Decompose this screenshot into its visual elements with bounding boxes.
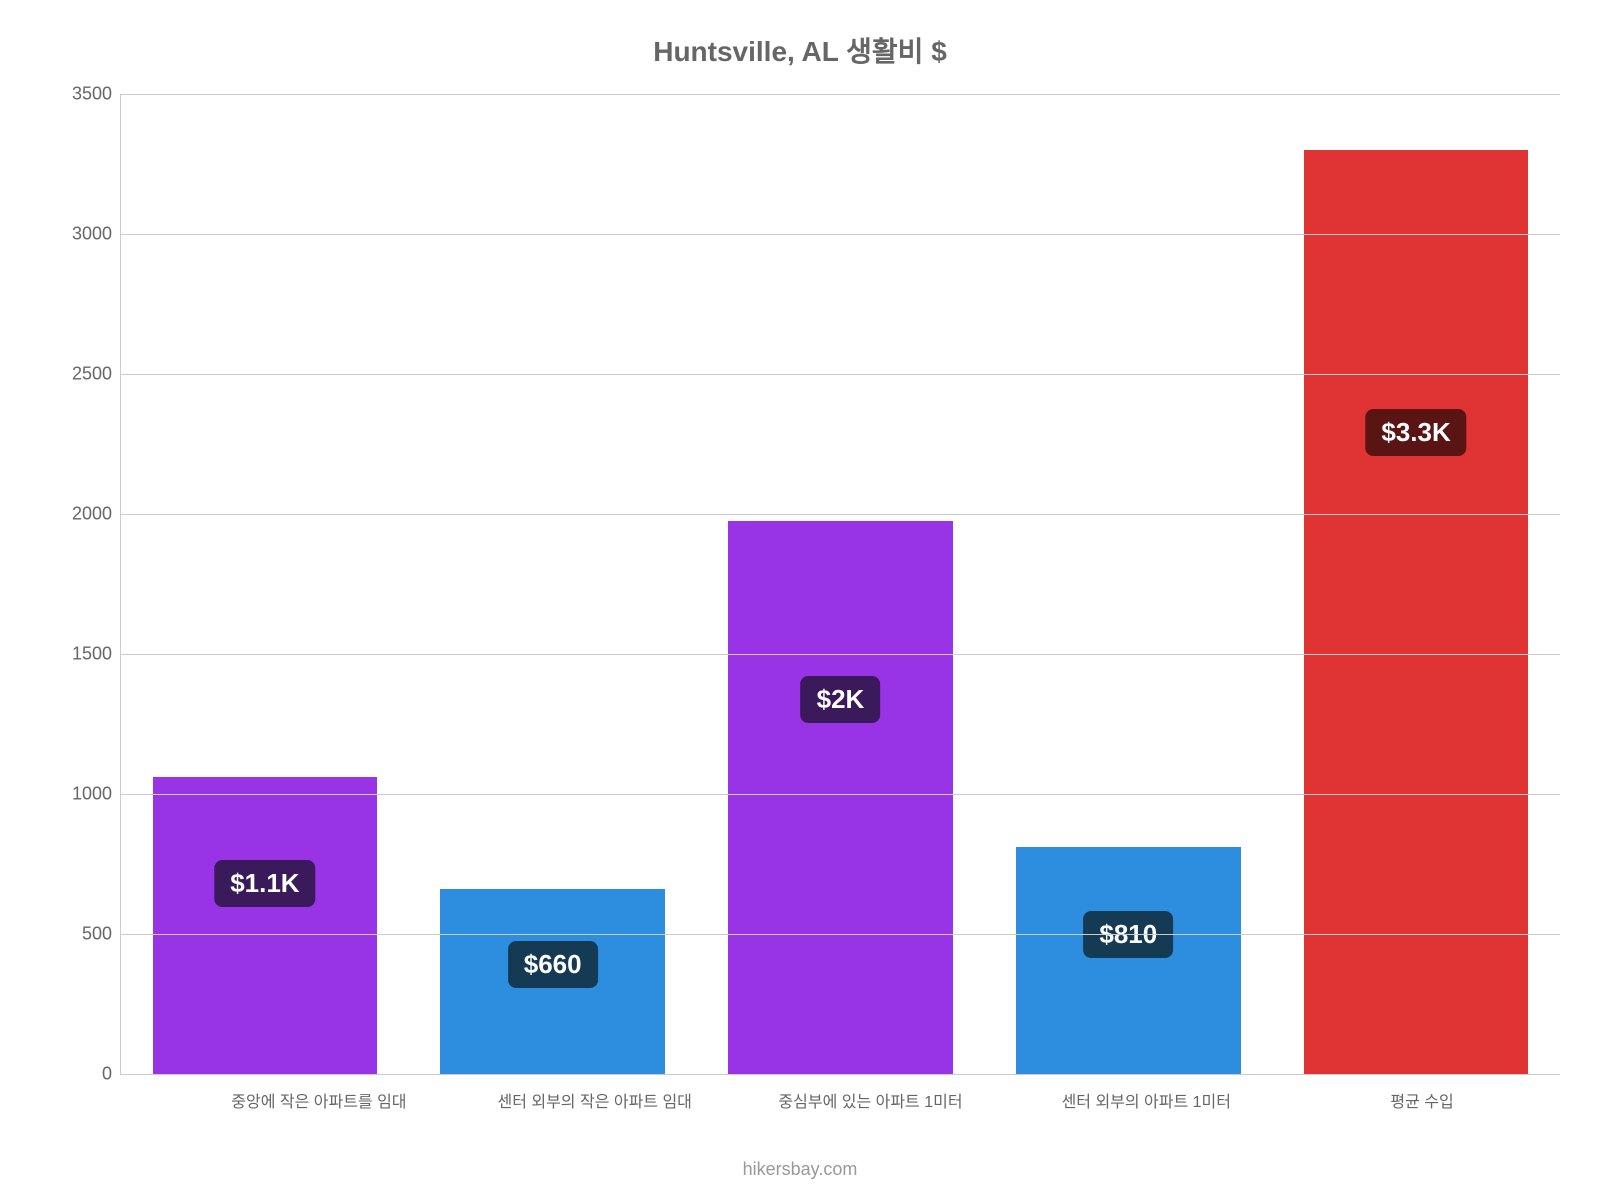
x-tick-label: 센터 외부의 작은 아파트 임대 [457,1088,733,1112]
chart-title: Huntsville, AL 생활비 $ [40,30,1560,70]
bar-column: $1.1K [121,94,409,1074]
x-tick-label: 중심부에 있는 아파트 1미터 [733,1088,1009,1112]
y-tick-label: 0 [102,1064,112,1085]
chart-container: Huntsville, AL 생활비 $ 0 500 1000 1500 2000 250… [0,0,1600,1200]
gridline [120,514,1560,515]
chart-footer: hikersbay.com [0,1159,1600,1180]
gridline [120,94,1560,95]
y-tick-label: 3500 [72,84,112,105]
bar-column: $660 [409,94,697,1074]
bar-value-label: $2K [801,676,881,723]
x-tick-label: 평균 수입 [1284,1088,1560,1112]
bar-column: $2K [697,94,985,1074]
gridline [120,234,1560,235]
gridline [120,934,1560,935]
chart-area: $1.1K$660$2K$810$3.3K 중앙에 작은 아파트를 임대센터 외… [120,94,1560,1074]
plot-area: 0500100015002000250030003500 $1.1K$660$2… [60,94,1560,1074]
bar: $1.1K [153,777,377,1074]
y-tick-label: 3000 [72,224,112,245]
bar-column: $3.3K [1272,94,1560,1074]
bar-value-label: $660 [508,941,598,988]
bar: $660 [440,889,664,1074]
bar-value-label: $1.1K [214,860,315,907]
x-tick-label: 중앙에 작은 아파트를 임대 [181,1088,457,1112]
y-tick-label: 1000 [72,784,112,805]
gridline [120,1074,1560,1075]
y-tick-label: 2500 [72,364,112,385]
bar: $3.3K [1304,150,1528,1074]
gridline [120,794,1560,795]
x-axis-labels: 중앙에 작은 아파트를 임대센터 외부의 작은 아파트 임대중심부에 있는 아파… [181,1088,1560,1112]
gridline [120,374,1560,375]
bars-row: $1.1K $660 $2K $810 $3.3K [121,94,1560,1074]
gridline [120,654,1560,655]
y-tick-label: 2000 [72,504,112,525]
bar: $810 [1016,847,1240,1074]
y-tick-label: 1500 [72,644,112,665]
y-axis: 0500100015002000250030003500 [60,94,120,1074]
y-tick-label: 500 [82,924,112,945]
bar: $2K [728,521,952,1074]
x-tick-label: 센터 외부의 아파트 1미터 [1008,1088,1284,1112]
bar-column: $810 [984,94,1272,1074]
bar-value-label: $3.3K [1365,409,1466,456]
